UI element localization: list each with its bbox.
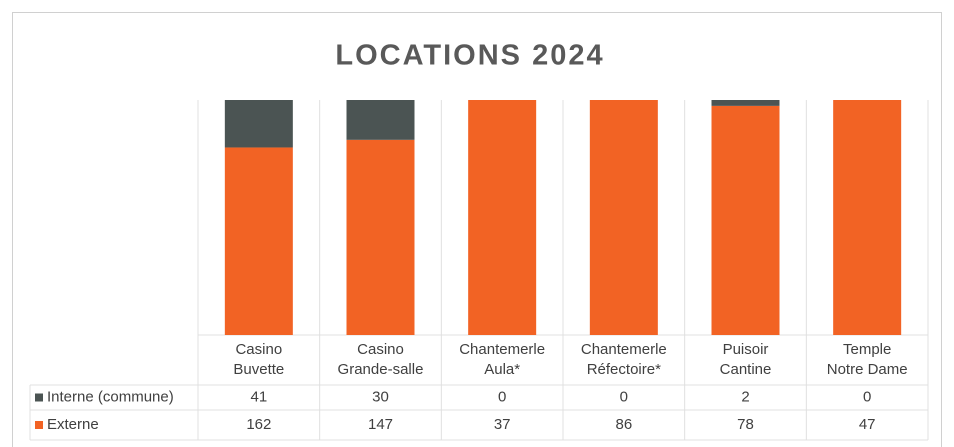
legend-label: Externe bbox=[47, 416, 99, 433]
table-value: 47 bbox=[859, 416, 876, 433]
legend-key bbox=[35, 421, 43, 429]
bar-segment bbox=[711, 100, 780, 106]
x-tick-label: Puisoir bbox=[723, 341, 769, 358]
x-tick-label: Chantemerle bbox=[459, 341, 545, 358]
bar-segment bbox=[711, 105, 780, 335]
legend-key bbox=[35, 393, 43, 402]
table-value: 41 bbox=[250, 388, 267, 405]
x-tick-label: Notre Dame bbox=[827, 361, 908, 378]
table-value: 37 bbox=[494, 416, 511, 433]
bar-segment bbox=[468, 100, 537, 335]
bar-segment bbox=[833, 100, 902, 335]
x-tick-label: Chantemerle bbox=[581, 341, 667, 358]
table-value: 86 bbox=[615, 416, 632, 433]
table-value: 147 bbox=[368, 416, 393, 433]
bar-segment bbox=[346, 139, 415, 335]
bar-segment bbox=[346, 100, 415, 140]
chart-frame bbox=[12, 12, 942, 447]
table-value: 78 bbox=[737, 416, 754, 433]
bar-segment bbox=[224, 147, 293, 335]
x-tick-label: Grande-salle bbox=[338, 361, 424, 378]
bar-segment bbox=[589, 100, 658, 335]
legend-label: Interne (commune) bbox=[47, 388, 174, 405]
x-tick-label: Aula* bbox=[484, 361, 520, 378]
x-tick-label: Réfectoire* bbox=[587, 361, 661, 378]
x-tick-label: Temple bbox=[843, 341, 891, 358]
table-value: 0 bbox=[863, 388, 871, 405]
x-tick-label: Buvette bbox=[233, 361, 284, 378]
x-tick-label: Cantine bbox=[720, 361, 772, 378]
table-value: 0 bbox=[620, 388, 628, 405]
chart-title: LOCATIONS 2024 bbox=[335, 40, 604, 72]
x-tick-label: Casino bbox=[357, 341, 404, 358]
table-value: 2 bbox=[741, 388, 749, 405]
table-value: 0 bbox=[498, 388, 506, 405]
x-tick-label: Casino bbox=[235, 341, 282, 358]
table-value: 30 bbox=[372, 388, 389, 405]
bar-segment bbox=[224, 100, 293, 148]
table-value: 162 bbox=[246, 416, 271, 433]
